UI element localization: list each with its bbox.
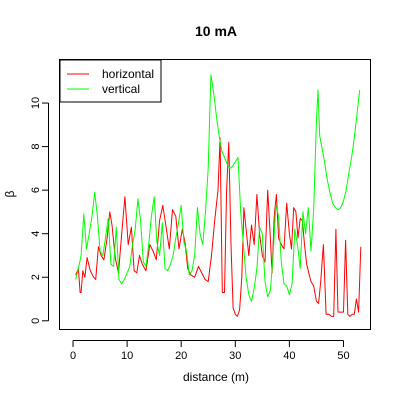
y-axis-label: β (3, 190, 17, 197)
x-axis: 0 10 20 30 40 50 (70, 340, 350, 362)
legend-label-vertical: vertical (102, 82, 140, 96)
legend-label-horizontal: horizontal (102, 67, 154, 81)
x-tick-label: 20 (175, 350, 187, 362)
y-tick-label: 6 (30, 187, 42, 193)
x-tick-label: 0 (70, 350, 76, 362)
plot-box (59, 59, 371, 330)
x-tick-label: 40 (283, 350, 295, 362)
legend-box (59, 59, 162, 103)
series-line-vertical (75, 74, 361, 302)
y-tick-label: 4 (30, 231, 42, 237)
series-layer (75, 74, 362, 317)
series-line-horizontal (75, 137, 362, 317)
x-tick-label: 10 (121, 350, 133, 362)
x-tick-label: 50 (337, 350, 349, 362)
y-tick-label: 10 (30, 97, 42, 109)
y-tick-label: 2 (30, 274, 42, 280)
y-tick-label: 0 (30, 318, 42, 324)
y-axis: 0 2 4 6 8 10 (30, 97, 49, 324)
x-tick-label: 30 (229, 350, 241, 362)
y-tick-label: 8 (30, 144, 42, 150)
chart-title: 10 mA (195, 23, 237, 39)
x-axis-label: distance (m) (183, 370, 249, 384)
